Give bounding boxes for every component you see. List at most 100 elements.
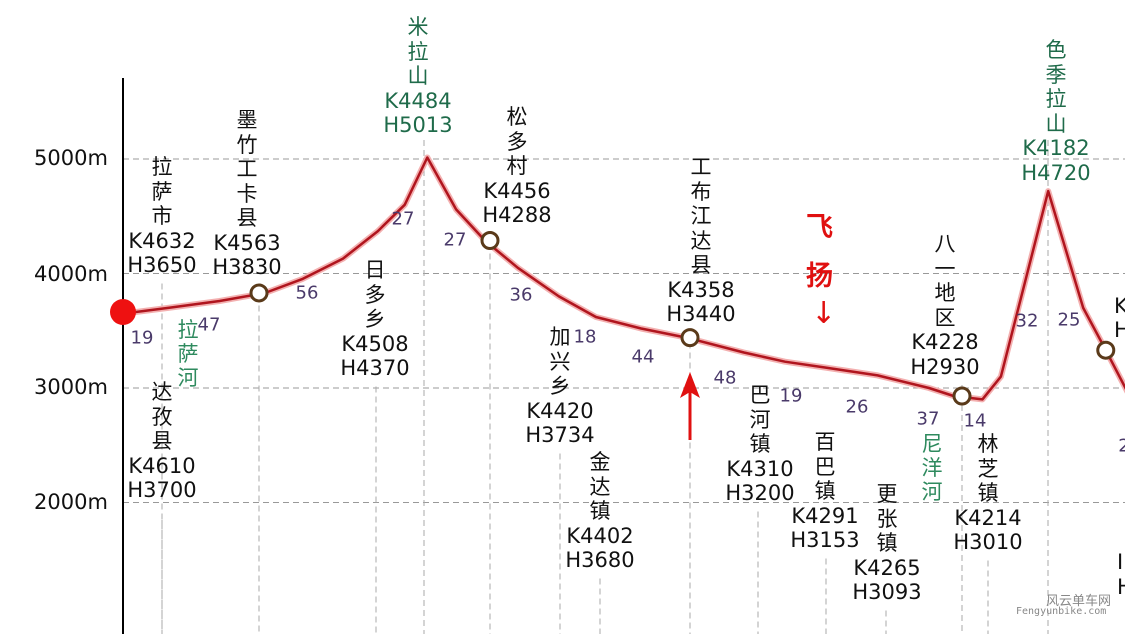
station-label: 达孜县 K4610 H3700 [127,380,196,503]
station-name: 加兴乡 [549,325,571,398]
station-name: 墨竹工卡县 [236,108,258,230]
station-h-value: H3830 [212,255,282,279]
segment-distance-label: 18 [573,326,597,348]
station-h-value: H3440 [666,302,736,326]
station-k-value: K4214 [954,505,1022,530]
segment-distance-label: 32 [1015,310,1039,332]
segment-distance-label: 47 [197,314,221,336]
watermark-cn: 风云单车网 [1046,594,1112,609]
station-k-value: K4563 [213,230,281,255]
station-label: 米拉山 K4484 H5013 [383,15,452,138]
station-h-value: H4288 [482,203,552,227]
station-k-value: K4484 [384,88,452,113]
station-name: 工布江达县 [690,155,712,277]
station-label: 百巴镇 K4291 H3153 [790,430,859,553]
station-name: 色季拉山 [1045,38,1067,136]
station-name: 拉萨市 [151,155,173,228]
station-k-value: K4310 [726,456,794,481]
watermark-en: Fengyunbike.com [1016,606,1107,617]
segment-distance-label: 56 [295,282,319,304]
station-h-value: H3093 [852,580,922,604]
station-name: 松多村 [506,105,528,178]
station-label: 日多乡 K4508 H4370 [340,258,409,381]
station-name: 八一地区 [934,232,956,330]
segment-distance-label: 25 [1057,309,1081,331]
station-marker [680,328,700,348]
station-label: 工布江达县 K4358 H3440 [666,155,735,327]
station-k-value: K4610 [128,453,196,478]
station-label: 松多村 K4456 H4288 [482,105,551,228]
station-label: 色季拉山 K4182 H4720 [1021,38,1090,185]
y-tick-label: 3000m [34,375,108,399]
y-tick-label: 5000m [34,146,108,170]
station-label: 林芝镇 K4214 H3010 [953,432,1022,555]
station-h-value: H3734 [525,423,595,447]
river-label-lhasa: 拉萨河 [177,318,199,390]
station-k-value: K4632 [128,228,196,253]
station-name: 金达镇 [589,450,611,523]
station-k-value: K4420 [526,398,594,423]
station-h-value: H3650 [127,253,197,277]
edge-fragment: H [1114,318,1125,342]
elevation-profile-line [122,156,1125,401]
station-name: 日多乡 [364,258,386,331]
station-label: 拉萨市 K4632 H3650 [127,155,196,278]
segment-distance-label: 2 [1118,435,1125,457]
arrow-down-icon: ↓ [811,296,837,331]
station-h-value: H3200 [725,481,795,505]
segment-distance-label: 19 [779,385,803,407]
river-label-nyang: 尼洋河 [921,432,943,504]
segment-distance-label: 37 [916,408,940,430]
station-k-value: K4291 [791,503,859,528]
station-name: 更张镇 [876,482,898,555]
segment-distance-label: 44 [631,346,655,368]
station-name: 百巴镇 [814,430,836,503]
station-h-value: H3010 [953,530,1023,554]
station-label: 金达镇 K4402 H3680 [565,450,634,573]
start-marker [110,299,136,325]
station-marker [1096,340,1116,360]
station-marker [952,386,972,406]
segment-distance-label: 14 [963,410,987,432]
segment-distance-label: 48 [713,367,737,389]
annotation-text: 扬 [806,261,833,292]
annotation-text: 飞 [806,212,833,243]
station-name: 米拉山 [407,15,429,88]
station-name: 林芝镇 [977,432,999,505]
segment-distance-label: 36 [509,284,533,306]
station-marker [249,283,269,303]
y-tick-label: 4000m [34,262,108,286]
station-k-value: K4508 [341,331,409,356]
station-h-value: H3153 [790,528,860,552]
station-label: 巴河镇 K4310 H3200 [725,383,794,506]
station-label: 八一地区 K4228 H2930 [910,232,979,379]
edge-fragment: K [1114,294,1125,318]
station-h-value: H4370 [340,356,410,380]
edge-fragment: I [1117,550,1124,574]
station-h-value: H3680 [565,548,635,572]
station-h-value: H2930 [910,354,980,379]
station-label: 墨竹工卡县 K4563 H3830 [212,108,281,280]
station-marker [480,231,500,251]
station-k-value: K4358 [667,277,735,302]
y-tick-label: 2000m [34,490,108,514]
segment-distance-label: 27 [443,229,467,251]
station-name: 巴河镇 [749,383,771,456]
station-label: 更张镇 K4265 H3093 [852,482,921,605]
station-k-value: K4228 [911,330,979,354]
segment-distance-label: 27 [391,208,415,230]
station-h-value: H3700 [127,478,197,502]
segment-distance-label: 19 [130,327,154,349]
arrow-up-icon-head [680,372,700,398]
station-k-value: K4402 [566,523,634,548]
station-h-value: H5013 [383,113,453,137]
station-name: 达孜县 [151,380,173,453]
station-k-value: K4265 [853,555,921,580]
edge-fragment: H [1117,575,1125,599]
station-label: 加兴乡 K4420 H3734 [525,325,594,448]
segment-distance-label: 26 [845,396,869,418]
station-h-value: H4720 [1021,160,1091,185]
station-k-value: K4182 [1022,136,1090,160]
